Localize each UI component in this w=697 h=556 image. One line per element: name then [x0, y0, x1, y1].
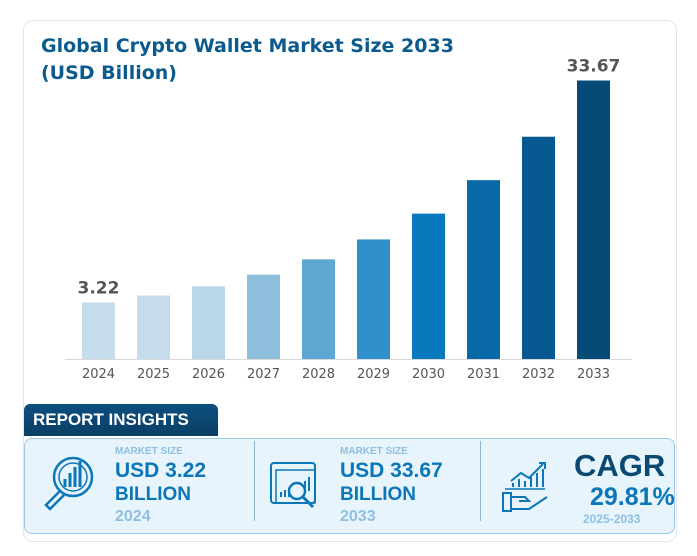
cagr-period: 2025-2033	[583, 512, 641, 526]
market-size-2033-value: USD 33.67	[340, 459, 443, 482]
x-tick-label: 2029	[357, 367, 390, 382]
report-insights-header: REPORT INSIGHTS	[24, 404, 218, 436]
insights-panel: MARKET SIZE USD 3.22 BILLION 2024 MARKET…	[24, 438, 675, 534]
cagr-value: 29.81%	[590, 483, 675, 511]
x-tick-label: 2025	[137, 367, 170, 382]
cagr-label: CAGR	[574, 448, 666, 483]
bar-2027	[247, 274, 280, 359]
bar-chart: 2024 3.22 2025 2026 2027 2028 2029 2030 2031 2032…	[65, 57, 632, 382]
bar-2026	[192, 286, 225, 359]
data-label-2033: 33.67	[567, 57, 621, 77]
x-tick-label: 2030	[412, 367, 445, 382]
x-tick-label: 2028	[302, 367, 335, 382]
bar-2025	[137, 295, 170, 359]
bar-2028	[302, 259, 335, 359]
x-tick-label: 2033	[577, 367, 610, 382]
bar-2032	[522, 136, 555, 359]
browser-analytics-icon	[270, 462, 316, 509]
bar-2029	[357, 239, 390, 359]
data-label-2024: 3.22	[78, 279, 120, 299]
bar-2031	[467, 180, 500, 359]
market-size-2033-year: 2033	[340, 508, 376, 525]
market-size-2033-unit: BILLION	[340, 484, 416, 505]
divider	[254, 441, 255, 521]
divider	[480, 441, 481, 521]
market-size-2024-unit: BILLION	[115, 484, 191, 505]
market-size-label: MARKET SIZE	[340, 446, 408, 457]
x-tick-label: 2024	[82, 367, 115, 382]
bar-2024	[82, 302, 115, 359]
bar-2033	[577, 80, 610, 359]
hand-growth-chart-icon	[502, 462, 548, 512]
x-tick-label: 2026	[192, 367, 225, 382]
market-size-2024-year: 2024	[115, 508, 151, 525]
x-tick-label: 2031	[467, 367, 500, 382]
x-tick-label: 2032	[522, 367, 555, 382]
bar-2030	[412, 213, 445, 359]
chart-title: Global Crypto Wallet Market Size 2033 (U…	[41, 35, 454, 84]
magnifier-chart-icon	[44, 456, 94, 511]
market-size-label: MARKET SIZE	[115, 446, 183, 457]
chart-card	[23, 20, 677, 542]
market-size-2024-value: USD 3.22	[115, 459, 207, 482]
x-tick-label: 2027	[247, 367, 280, 382]
